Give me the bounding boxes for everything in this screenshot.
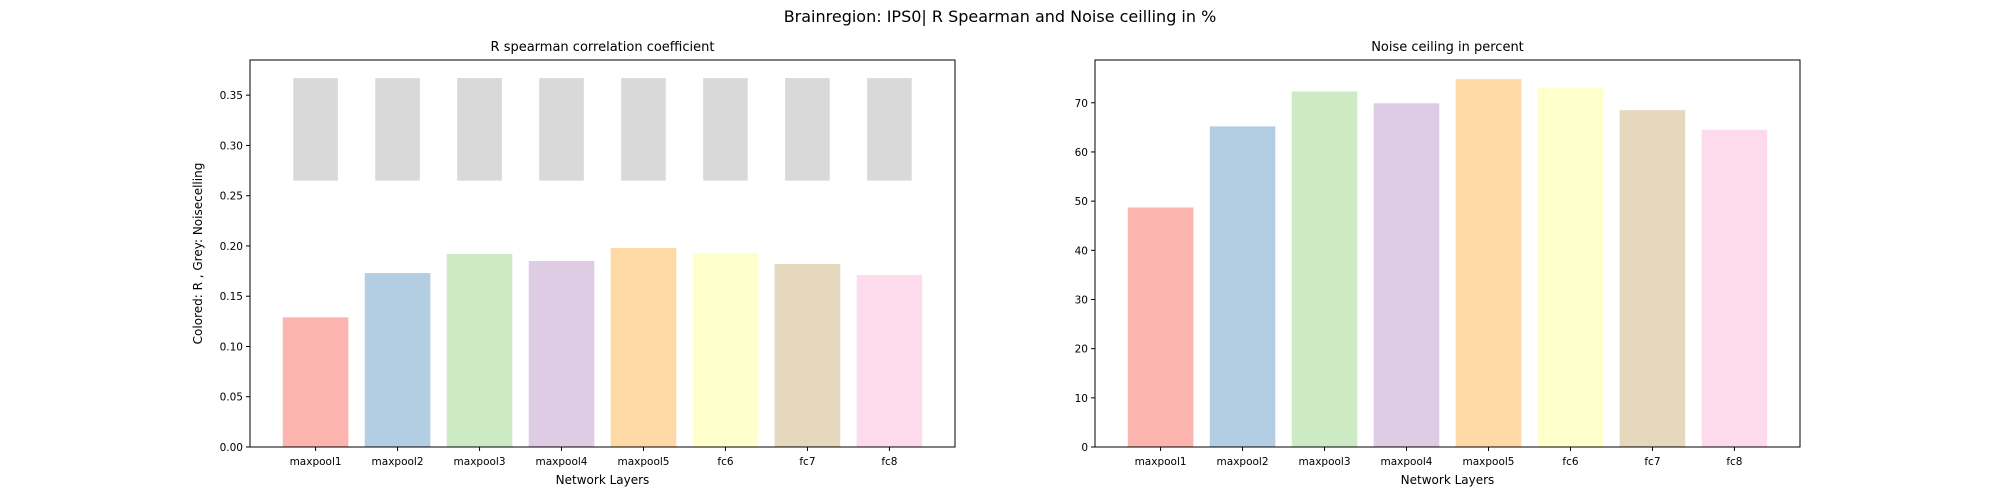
x-tick-label: maxpool2 bbox=[372, 456, 424, 468]
x-axis-label: Network Layers bbox=[556, 473, 650, 487]
plot-area: maxpool1 maxpool2 maxpool3 maxpool4 maxpool5… bbox=[220, 59, 956, 468]
x-tick-label: maxpool5 bbox=[617, 456, 669, 468]
axes-frame bbox=[249, 59, 956, 448]
x-tick-label: fc8 bbox=[1726, 456, 1742, 468]
bar-fc7 bbox=[1619, 110, 1686, 447]
noise-ceiling-bar bbox=[621, 78, 666, 181]
x-tick-label: fc8 bbox=[881, 456, 897, 468]
noise-ceiling-bar bbox=[785, 78, 830, 181]
x-tick-label: maxpool4 bbox=[1381, 456, 1433, 468]
bar-fc6 bbox=[1537, 88, 1604, 447]
x-tick-label: fc7 bbox=[799, 456, 815, 468]
y-tick-label: 0.25 bbox=[220, 191, 243, 203]
x-tick-label: maxpool4 bbox=[536, 456, 588, 468]
bar-maxpool2 bbox=[1209, 126, 1276, 447]
axes-frame bbox=[1094, 59, 1801, 448]
chart-title: Noise ceiling in percent bbox=[1371, 40, 1524, 55]
x-axis-label: Network Layers bbox=[1401, 473, 1495, 487]
y-tick-label: 50 bbox=[1075, 196, 1088, 208]
x-tick-label: fc6 bbox=[1562, 456, 1578, 468]
bar-fc8 bbox=[856, 275, 923, 447]
y-tick-label: 10 bbox=[1075, 393, 1088, 405]
bar-maxpool1 bbox=[1127, 207, 1194, 447]
bar-maxpool5 bbox=[1455, 79, 1522, 447]
x-tick-label: fc7 bbox=[1644, 456, 1660, 468]
x-tick-label: maxpool5 bbox=[1462, 456, 1514, 468]
y-tick-label: 30 bbox=[1075, 294, 1088, 306]
x-tick-label: maxpool3 bbox=[1299, 456, 1351, 468]
noise-ceiling-bar bbox=[867, 78, 912, 181]
bar-maxpool4 bbox=[528, 261, 595, 447]
bar-fc6 bbox=[692, 252, 759, 447]
bar-maxpool4 bbox=[1373, 103, 1440, 447]
bar-fc7 bbox=[774, 264, 841, 447]
noise-ceiling-bar bbox=[375, 78, 420, 181]
y-tick-label: 0 bbox=[1081, 442, 1088, 454]
bar-maxpool3 bbox=[1291, 91, 1358, 448]
noise-ceiling-bar bbox=[539, 78, 584, 181]
x-tick-label: maxpool1 bbox=[290, 456, 342, 468]
bar-maxpool3 bbox=[446, 254, 513, 447]
noise-ceiling-bar bbox=[293, 78, 338, 181]
bar-maxpool2 bbox=[364, 273, 431, 447]
y-tick-label: 0.20 bbox=[220, 241, 243, 253]
y-tick-label: 60 bbox=[1075, 147, 1088, 159]
y-axis-label: Colored: R , Grey: Noisecelling bbox=[191, 163, 205, 345]
y-tick-label: 20 bbox=[1075, 344, 1088, 356]
y-tick-label: 40 bbox=[1075, 245, 1088, 257]
x-tick-label: maxpool3 bbox=[454, 456, 506, 468]
y-tick-label: 0.35 bbox=[220, 90, 243, 102]
y-tick-label: 0.00 bbox=[220, 442, 243, 454]
chart-panel-r-spearman: R spearman correlation coefficient Netwo… bbox=[191, 40, 956, 487]
bar-maxpool1 bbox=[282, 317, 349, 447]
y-tick-label: 0.15 bbox=[220, 291, 243, 303]
chart-title: R spearman correlation coefficient bbox=[491, 40, 715, 55]
x-tick-label: fc6 bbox=[717, 456, 733, 468]
chart-panel-noise-ceiling: Noise ceiling in percent Network Layers … bbox=[1075, 40, 1801, 487]
bar-fc8 bbox=[1701, 129, 1768, 447]
noise-ceiling-bar bbox=[457, 78, 502, 181]
x-tick-label: maxpool2 bbox=[1217, 456, 1269, 468]
bar-maxpool5 bbox=[610, 247, 677, 447]
y-tick-label: 0.05 bbox=[220, 392, 243, 404]
y-tick-label: 70 bbox=[1075, 98, 1088, 110]
y-tick-label: 0.10 bbox=[220, 341, 243, 353]
plot-area: maxpool1 maxpool2 maxpool3 maxpool4 maxpool5… bbox=[1075, 59, 1801, 468]
y-tick-label: 0.30 bbox=[220, 140, 243, 152]
noise-ceiling-bar bbox=[703, 78, 748, 181]
figure-suptitle: Brainregion: IPS0| R Spearman and Noise … bbox=[784, 7, 1217, 26]
x-tick-label: maxpool1 bbox=[1135, 456, 1187, 468]
